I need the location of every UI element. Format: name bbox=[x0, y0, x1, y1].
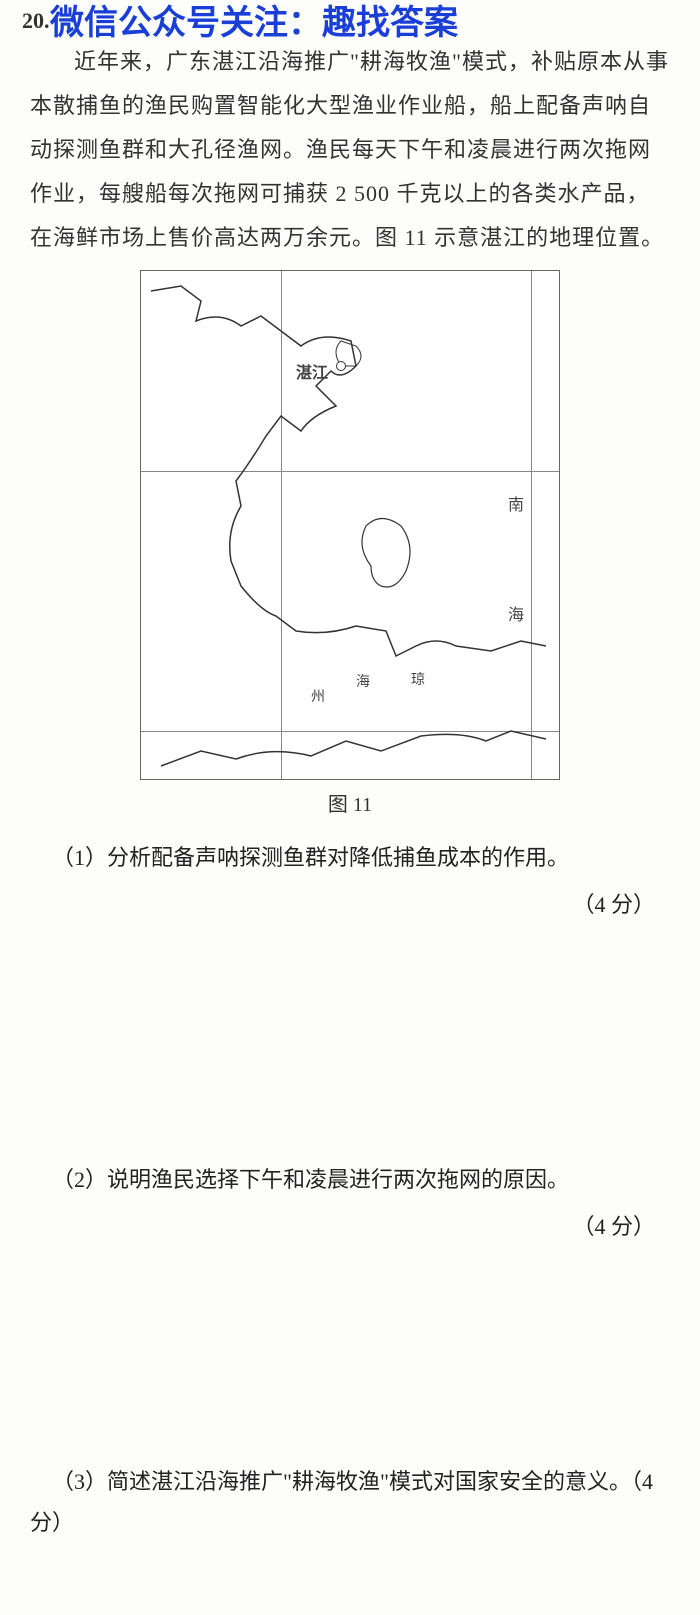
coastline-svg bbox=[141, 271, 561, 781]
points-1: （4 分） bbox=[30, 887, 670, 919]
sub-question-1: （1）分析配备声呐探测鱼群对降低捕鱼成本的作用。 bbox=[30, 837, 670, 879]
sub-question-3: （3）简述湛江沿海推广"耕海牧渔"模式对国家安全的意义。（4 分） bbox=[30, 1461, 670, 1545]
answer-space-1 bbox=[30, 919, 670, 1139]
strait-label-3: 海 bbox=[356, 671, 370, 691]
sea-label-1: 南 bbox=[508, 491, 524, 515]
sea-label-2: 海 bbox=[508, 601, 524, 625]
answer-space-2 bbox=[30, 1241, 670, 1441]
city-marker bbox=[336, 361, 346, 371]
passage-text: 近年来，广东湛江沿海推广"耕海牧渔"模式，补贴原本从事本散捕鱼的渔民购置智能化大… bbox=[30, 40, 670, 260]
strait-label-1: 琼 bbox=[411, 669, 425, 689]
question-number: 20. bbox=[22, 8, 50, 34]
map-figure: 湛江 南 海 琼 州 海 bbox=[140, 270, 560, 780]
strait-label-2: 州 bbox=[311, 686, 325, 706]
sub-question-2: （2）说明渔民选择下午和凌晨进行两次拖网的原因。 bbox=[30, 1159, 670, 1201]
watermark-overlay: 微信公众号关注：趣找答案 bbox=[50, 0, 458, 44]
map-caption: 图 11 bbox=[30, 788, 670, 817]
points-2: （4 分） bbox=[30, 1209, 670, 1241]
city-label: 湛江 bbox=[296, 359, 328, 383]
